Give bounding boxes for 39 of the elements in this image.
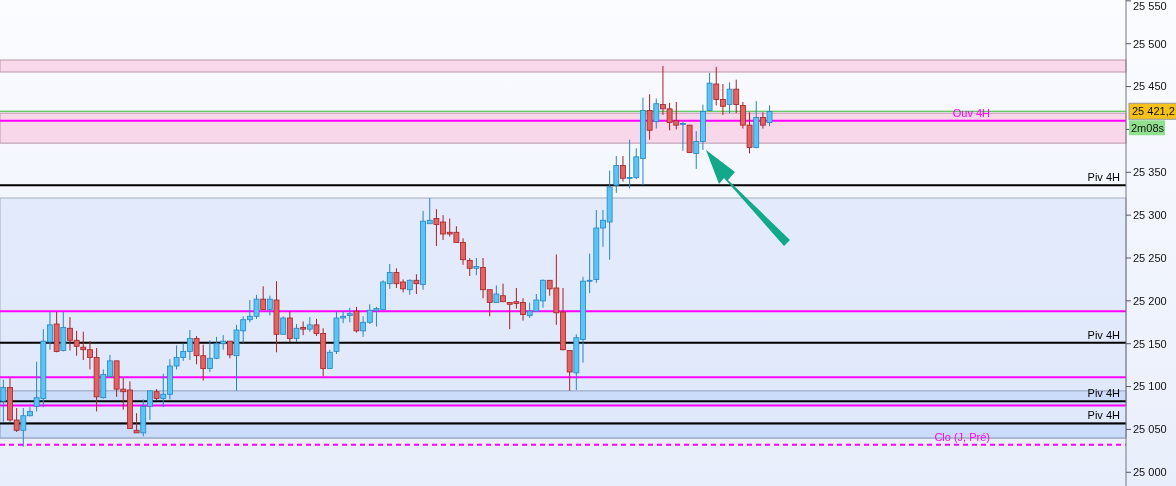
candlestick (353, 306, 360, 334)
ref-line-label: Piv 4H (1087, 328, 1121, 341)
ref-line-label: Piv 4H (1087, 409, 1121, 422)
candlestick (726, 81, 733, 114)
ref-line-label: Piv 4H (1087, 387, 1121, 400)
y-tick-label: 25 250 (1133, 251, 1167, 264)
candlestick (60, 311, 67, 352)
candlestick (326, 349, 333, 370)
candlestick (260, 285, 267, 310)
y-tick-label: 25 350 (1133, 166, 1167, 179)
candlestick (646, 93, 653, 141)
y-tick-label: 25 050 (1133, 423, 1167, 436)
ref-line-label: 25 421,2 (1132, 105, 1175, 118)
y-tick-label: 25 100 (1133, 380, 1167, 393)
ref-line-label: Clo (J, Pré) (934, 430, 990, 443)
y-tick-label: 25 500 (1133, 37, 1167, 50)
candlestick (680, 121, 686, 152)
candlestick (653, 98, 660, 130)
y-tick-label: 25 000 (1133, 466, 1167, 479)
candlestick (759, 111, 766, 130)
candlestick (0, 379, 7, 423)
candlestick (413, 273, 420, 295)
y-tick-label: 25 150 (1133, 337, 1167, 350)
y-tick-label: 25 200 (1133, 294, 1167, 307)
y-tick-label: 25 550 (1133, 0, 1167, 12)
candlestick (500, 283, 506, 303)
y-tick-label: 25 300 (1133, 208, 1167, 221)
candlestick (766, 104, 773, 127)
candlestick (133, 412, 140, 434)
y-tick-label: 25 450 (1133, 80, 1167, 93)
candlestick (266, 295, 273, 316)
candlestick (733, 79, 740, 114)
candlestick (566, 350, 573, 392)
text: 2m08s (1131, 121, 1165, 134)
candlestick (286, 310, 293, 343)
ref-line-label: Piv 4H (1087, 171, 1121, 184)
candlestick (620, 155, 626, 183)
candlestick (613, 155, 620, 194)
ref-line-label: Ouv 4H (952, 106, 991, 119)
